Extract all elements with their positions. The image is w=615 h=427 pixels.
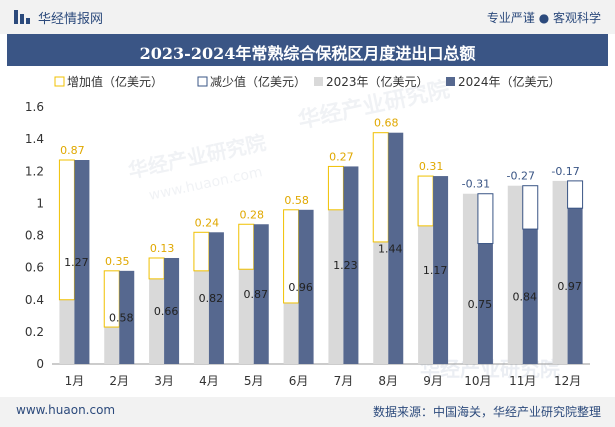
bar-2023-8 xyxy=(373,241,389,364)
value-label-2024-3: 0.66 xyxy=(154,305,179,318)
x-tick-label-2: 2月 xyxy=(109,374,129,388)
tagline: 专业严谨 ● 客观科学 xyxy=(486,11,601,25)
x-tick-label-9: 9月 xyxy=(423,374,443,388)
change-label-8: 0.68 xyxy=(374,117,399,130)
bar-increase-8 xyxy=(372,132,389,243)
x-tick-label-11: 11月 xyxy=(509,374,536,388)
data-source: 数据来源：中国海关，华经产业研究院整理 xyxy=(372,405,601,419)
bar-2024-3 xyxy=(164,257,180,364)
bar-2024-12 xyxy=(567,208,583,364)
change-label-3: 0.13 xyxy=(150,242,175,255)
y-tick-label-4: 0.8 xyxy=(25,229,44,243)
bar-increase-7 xyxy=(327,165,344,211)
change-label-9: 0.31 xyxy=(419,160,444,173)
logo-bars-icon xyxy=(14,10,30,24)
bar-2024-2 xyxy=(119,270,135,364)
bar-increase-3 xyxy=(148,257,165,280)
change-label-11: -0.27 xyxy=(507,170,535,183)
x-tick-label-1: 1月 xyxy=(65,374,85,388)
bar-decrease-11 xyxy=(522,185,539,230)
x-tick-label-3: 3月 xyxy=(154,374,174,388)
change-label-1: 0.87 xyxy=(60,144,85,157)
x-tick-label-6: 6月 xyxy=(289,374,309,388)
change-label-6: 0.58 xyxy=(284,194,309,207)
bar-2023-12 xyxy=(552,180,568,364)
y-tick-label-7: 1.4 xyxy=(25,132,44,146)
brand-name: 华经情报网 xyxy=(38,12,104,27)
x-tick-label-5: 5月 xyxy=(244,374,264,388)
bar-2024-5 xyxy=(253,224,269,364)
x-tick-label-12: 12月 xyxy=(554,374,581,388)
y-tick-label-8: 1.6 xyxy=(25,100,44,114)
footer-bar: www.huaon.com 数据来源：中国海关，华经产业研究院整理 xyxy=(0,397,615,427)
bar-decrease-12 xyxy=(567,180,584,209)
bar-2023-11 xyxy=(507,185,523,364)
value-label-2024-12: 0.97 xyxy=(557,280,582,293)
change-label-4: 0.24 xyxy=(195,216,220,229)
value-label-2024-2: 0.58 xyxy=(109,311,134,324)
value-label-2024-4: 0.82 xyxy=(199,292,224,305)
legend-label-3: 2024年（亿美元） xyxy=(458,74,561,89)
bar-increase-5 xyxy=(238,223,255,270)
bar-decrease-10 xyxy=(477,193,494,245)
bar-increase-1 xyxy=(58,159,75,301)
y-tick-label-5: 1 xyxy=(36,196,44,210)
legend-swatch-1 xyxy=(197,76,208,87)
bar-2023-9 xyxy=(418,225,434,364)
bar-2024-6 xyxy=(298,209,314,364)
bar-2023-1 xyxy=(59,299,75,364)
title-bar: 2023-2024年常熟综合保税区月度进出口总额 xyxy=(7,34,608,66)
value-label-2024-7: 1.23 xyxy=(333,259,358,272)
legend-label-0: 增加值（亿美元） xyxy=(67,74,163,89)
x-tick-label-7: 7月 xyxy=(334,374,354,388)
bar-increase-4 xyxy=(193,231,210,272)
bar-2024-11 xyxy=(522,229,538,364)
change-label-2: 0.35 xyxy=(105,255,130,268)
legend-swatch-2 xyxy=(314,77,323,86)
bar-2023-7 xyxy=(328,209,344,364)
x-tick-label-4: 4月 xyxy=(199,374,219,388)
bar-increase-9 xyxy=(417,175,434,227)
legend-label-1: 减少值（亿美元） xyxy=(210,74,306,89)
bar-2024-10 xyxy=(477,243,493,364)
bar-2024-4 xyxy=(208,232,224,364)
chart: 华经产业研究院华经产业研究院www.huaon.com华经产业研究院增加值（亿美… xyxy=(25,74,590,388)
change-label-12: -0.17 xyxy=(551,165,579,178)
bar-2023-2 xyxy=(104,327,120,364)
legend-swatch-0 xyxy=(54,76,65,87)
bar-2023-3 xyxy=(149,278,165,364)
y-tick-label-6: 1.2 xyxy=(25,164,44,178)
y-tick-label-2: 0.4 xyxy=(25,293,44,307)
legend-swatch-3 xyxy=(446,77,455,86)
y-tick-label-1: 0.2 xyxy=(25,325,44,339)
bar-2023-6 xyxy=(283,302,299,364)
value-label-2024-8: 1.44 xyxy=(378,242,403,255)
chart-title: 2023-2024年常熟综合保税区月度进出口总额 xyxy=(139,44,476,63)
value-label-2024-10: 0.75 xyxy=(468,298,493,311)
value-label-2024-5: 0.87 xyxy=(244,288,269,301)
bar-2024-8 xyxy=(388,132,404,364)
x-tick-label-8: 8月 xyxy=(378,374,398,388)
bar-2024-1 xyxy=(74,160,90,364)
bar-2023-5 xyxy=(238,269,254,364)
bar-2023-10 xyxy=(462,193,478,364)
value-label-2024-11: 0.84 xyxy=(513,291,538,304)
value-label-2024-6: 0.96 xyxy=(288,281,313,294)
bar-2023-4 xyxy=(193,270,209,364)
change-label-10: -0.31 xyxy=(462,178,490,191)
y-tick-label-3: 0.6 xyxy=(25,261,44,275)
bar-2024-9 xyxy=(433,176,449,364)
bar-2024-7 xyxy=(343,166,359,364)
value-label-2024-1: 1.27 xyxy=(64,256,89,269)
change-label-5: 0.28 xyxy=(240,208,265,221)
legend-label-2: 2023年（亿美元） xyxy=(326,74,429,89)
y-tick-label-0: 0 xyxy=(36,357,44,371)
x-tick-label-10: 10月 xyxy=(464,374,491,388)
top-bar: 华经情报网 专业严谨 ● 客观科学 xyxy=(0,0,615,34)
footer-url: www.huaon.com xyxy=(16,403,116,417)
value-label-2024-9: 1.17 xyxy=(423,264,448,277)
change-label-7: 0.27 xyxy=(329,150,354,163)
